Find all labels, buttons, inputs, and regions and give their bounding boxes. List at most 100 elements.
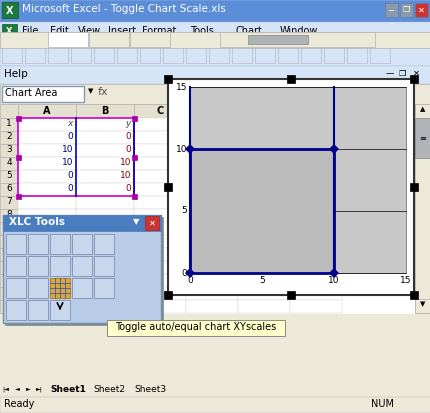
Bar [72, 278, 92, 298]
Bar [76, 131, 134, 144]
Bar [237, 104, 289, 118]
Bar [289, 104, 341, 118]
Text: 15: 15 [399, 276, 411, 285]
Bar [134, 248, 186, 261]
Text: 0: 0 [125, 184, 131, 193]
Text: 3: 3 [6, 145, 12, 154]
Text: 10: 10 [3, 236, 15, 245]
Bar [289, 131, 341, 144]
Bar [134, 209, 186, 222]
Text: Microsoft Excel - Toggle Chart Scale.xls: Microsoft Excel - Toggle Chart Scale.xls [22, 4, 225, 14]
Bar [237, 183, 289, 196]
Text: 15: 15 [175, 83, 187, 92]
Text: ◄: ◄ [15, 387, 19, 392]
Text: Format: Format [141, 26, 176, 36]
Bar [164, 183, 172, 191]
Bar [186, 44, 206, 63]
Bar [134, 261, 186, 274]
Bar [18, 287, 76, 300]
Text: View: View [78, 26, 101, 36]
Text: 12: 12 [3, 262, 15, 271]
Bar [18, 248, 76, 261]
Text: 10: 10 [119, 171, 131, 180]
Bar [18, 157, 76, 170]
Text: B: B [101, 106, 108, 116]
Polygon shape [184, 144, 194, 154]
Text: 15: 15 [3, 301, 15, 310]
Bar [134, 287, 186, 300]
Bar [76, 287, 134, 300]
Bar [186, 248, 237, 261]
Text: 10: 10 [119, 158, 131, 167]
Bar [134, 235, 186, 248]
Text: Sheet1: Sheet1 [50, 385, 86, 394]
Bar [0, 104, 414, 313]
Bar [186, 261, 237, 274]
Bar [18, 222, 76, 235]
Text: Chart: Chart [236, 26, 262, 36]
Bar [144, 216, 159, 230]
Text: Sheet3: Sheet3 [134, 385, 166, 394]
Bar [18, 170, 76, 183]
Text: E: E [260, 106, 267, 116]
Bar [0, 22, 430, 42]
Bar [186, 170, 237, 183]
Bar [186, 131, 237, 144]
Bar [346, 44, 366, 63]
Bar [289, 235, 341, 248]
Bar [28, 300, 48, 320]
Text: A: A [43, 106, 51, 116]
Bar [186, 300, 237, 313]
Text: 10: 10 [61, 145, 73, 154]
Bar [0, 196, 18, 209]
Text: 10: 10 [61, 158, 73, 167]
Bar [76, 274, 134, 287]
Text: Ready: Ready [4, 399, 34, 409]
Text: Tools: Tools [190, 26, 213, 36]
Bar [134, 222, 186, 235]
Bar [409, 75, 417, 83]
Bar [76, 248, 134, 261]
Text: 13: 13 [3, 275, 15, 284]
Bar [186, 287, 237, 300]
Bar [209, 44, 228, 63]
Bar [130, 32, 169, 47]
Bar [3, 215, 161, 323]
Bar [6, 300, 26, 320]
Bar [186, 209, 237, 222]
Bar [286, 291, 294, 299]
Bar [134, 157, 186, 170]
Bar [134, 300, 186, 313]
Bar [247, 35, 307, 44]
Bar [16, 194, 21, 199]
Bar [237, 131, 289, 144]
Bar [76, 104, 134, 118]
Bar [94, 278, 114, 298]
Text: F: F [312, 106, 319, 116]
Bar [76, 170, 134, 183]
Bar [76, 300, 134, 313]
Bar [186, 196, 237, 209]
Bar [6, 256, 26, 276]
Bar [50, 278, 70, 298]
Polygon shape [190, 149, 333, 273]
Bar [163, 44, 183, 63]
Bar [237, 157, 289, 170]
Bar [0, 222, 18, 235]
Bar [0, 32, 430, 48]
Text: x: x [68, 119, 73, 128]
Bar [18, 300, 76, 313]
Text: 8: 8 [6, 210, 12, 219]
Bar [134, 196, 186, 209]
Text: Insert: Insert [108, 26, 136, 36]
Bar [6, 234, 26, 254]
Bar [48, 44, 68, 63]
Bar [0, 66, 430, 84]
Text: 0: 0 [187, 276, 193, 285]
Bar [89, 32, 129, 47]
Bar [2, 24, 17, 39]
Bar [18, 209, 76, 222]
Bar [414, 3, 427, 17]
Text: ≡: ≡ [418, 133, 426, 142]
Bar [18, 104, 76, 118]
